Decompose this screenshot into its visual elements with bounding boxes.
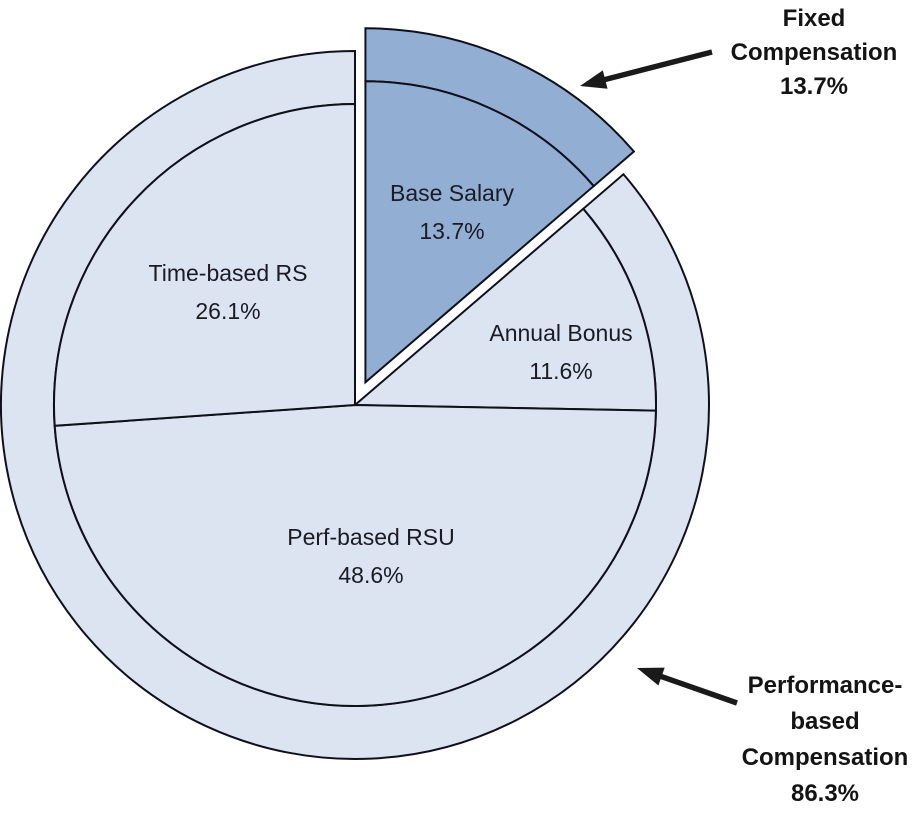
arrow-fixed-compensation-line — [602, 49, 713, 83]
arrow-performance-compensation-head — [637, 667, 665, 686]
annotation-fixed-compensation: Fixed Compensation 13.7% — [718, 2, 910, 104]
pie-slice-base-salary — [364, 80, 596, 385]
annotation-line: Performance- — [747, 672, 903, 699]
pie-slice-perf-based-rsu — [53, 403, 657, 707]
annotation-line: 86.3% — [790, 780, 860, 807]
pie-slice-annual-bonus — [352, 207, 657, 412]
annotation-line: based — [790, 708, 860, 735]
pie-slice-time-based-rs — [53, 102, 356, 427]
annotation-line: Compensation — [741, 744, 909, 771]
annotation-line: 13.7% — [779, 73, 849, 100]
annotation-line: Fixed — [782, 5, 846, 32]
arrow-performance-compensation-line — [658, 673, 738, 706]
arrow-fixed-compensation-head — [580, 70, 608, 89]
annotation-line: Compensation — [730, 39, 898, 66]
annotation-performance-compensation: Performance- based Compensation 86.3% — [735, 668, 915, 812]
